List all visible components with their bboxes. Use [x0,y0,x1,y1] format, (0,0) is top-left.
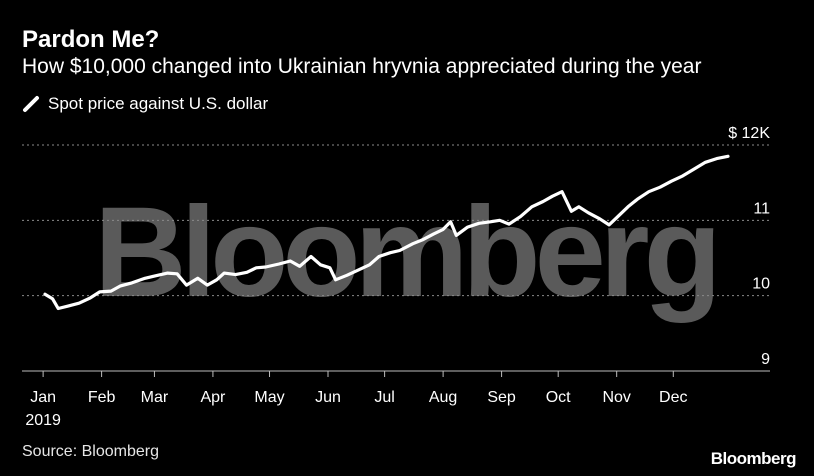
source-note: Source: Bloomberg [22,443,159,460]
x-tick-label: Apr [200,389,226,406]
chart-title: Pardon Me? [22,26,160,53]
x-tick-label: Jul [374,389,394,406]
legend: Spot price against U.S. dollar [22,94,268,114]
x-tick-label: Jan [30,389,56,406]
x-tick-label: Mar [141,389,169,406]
x-tick-label: Sep [487,389,516,406]
brand-logo: Bloomberg [710,449,797,468]
series-line-spot-price [43,154,730,311]
x-tick-label: Aug [429,389,457,406]
x-tick-label: Feb [88,389,116,406]
legend-line-swatch-icon [23,96,39,112]
y-tick-label: 9 [761,351,770,368]
x-tick-label: Dec [659,389,687,406]
x-tick-label: Jun [315,389,341,406]
chart-subtitle: How $10,000 changed into Ukrainian hryvn… [22,55,702,78]
x-tick-label: Nov [602,389,630,406]
x-tick-label: Oct [546,389,571,406]
line-chart: Bloomberg 9 10 11 $ 12K Jan Feb Mar Apr May Jun J… [22,125,770,429]
y-tick-label: 10 [752,276,770,293]
x-tick-label: May [254,389,284,406]
watermark-text: Bloomberg [94,181,716,324]
y-tick-label: 11 [753,200,770,217]
y-tick-label: $ 12K [728,125,770,142]
x-year-label: 2019 [25,412,61,429]
legend-label: Spot price against U.S. dollar [48,94,269,113]
